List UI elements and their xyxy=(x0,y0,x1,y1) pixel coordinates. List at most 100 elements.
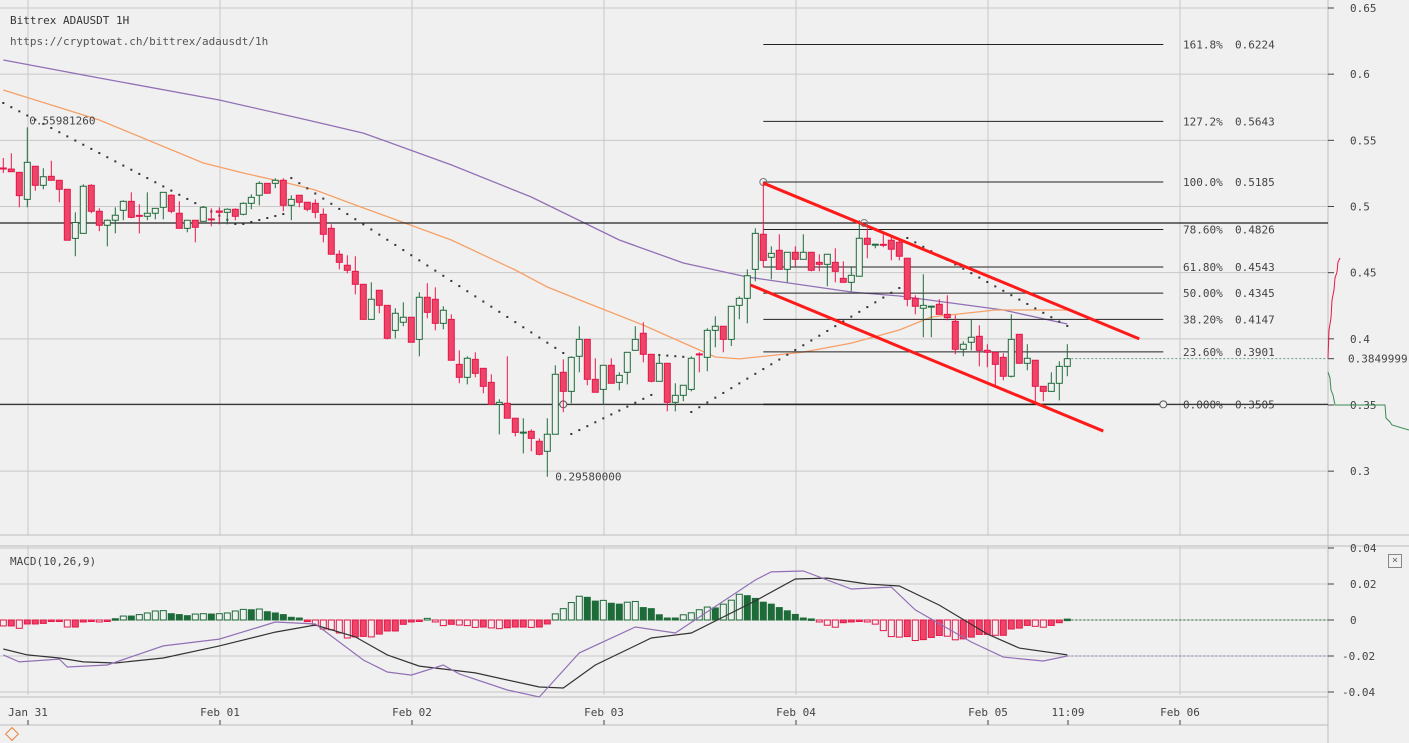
macd-histogram-bar xyxy=(903,619,911,638)
candle xyxy=(975,325,983,367)
macd-histogram-bar xyxy=(839,619,847,624)
sar-dot xyxy=(442,274,445,277)
candle-body xyxy=(311,202,319,213)
sar-dot xyxy=(298,182,301,185)
candle-body xyxy=(255,182,263,196)
candle-body xyxy=(175,212,183,229)
candle-body xyxy=(55,179,63,190)
sar-dot xyxy=(962,267,965,270)
candle xyxy=(567,356,575,404)
sar-dot xyxy=(506,315,509,318)
candle-body xyxy=(935,303,943,315)
trend-channel[interactable] xyxy=(749,181,1140,433)
trend-channel-line[interactable] xyxy=(762,181,1140,341)
macd-histogram-bar xyxy=(887,619,895,638)
sar-dot xyxy=(954,263,957,266)
sar-dot xyxy=(274,215,277,218)
macd-histogram-bar xyxy=(479,619,487,628)
chart-source-url[interactable]: https://cryptowat.ch/bittrex/adausdt/1h xyxy=(10,35,269,48)
time-axis-label: Feb 05 xyxy=(968,706,1008,719)
candle xyxy=(255,181,263,206)
candle xyxy=(575,326,583,373)
candle xyxy=(199,206,207,222)
sar-dot xyxy=(82,143,85,146)
macd-histogram-bar xyxy=(1015,619,1023,629)
candle xyxy=(847,266,855,292)
macd-histogram-bar xyxy=(591,600,599,621)
macd-histogram-bar xyxy=(871,619,879,625)
macd-histogram-bar xyxy=(247,609,255,621)
candle-body xyxy=(455,363,463,378)
candle-body xyxy=(527,430,535,439)
chart-title: Bittrex ADAUSDT 1H xyxy=(10,14,130,27)
candle xyxy=(991,351,999,386)
candle xyxy=(151,207,159,220)
candle-body xyxy=(559,371,567,392)
macd-histogram-bar xyxy=(727,599,735,621)
sar-dot xyxy=(794,349,797,352)
candle xyxy=(287,195,295,221)
candle-body xyxy=(583,338,591,380)
channel-anchor-handle[interactable] xyxy=(860,219,869,228)
candle-body xyxy=(575,338,583,357)
trend-channel-line[interactable] xyxy=(749,283,1104,433)
fibonacci-retracement[interactable]: 161.8% 0.6224 127.2% 0.5643 100.0% 0.5185 78.6… xyxy=(559,39,1275,412)
macd-histogram-bar xyxy=(487,619,495,629)
candle xyxy=(639,322,647,363)
candle xyxy=(687,356,695,392)
macd-histogram-bar xyxy=(119,615,127,621)
sar-dot xyxy=(42,122,45,125)
sar-dot xyxy=(674,355,677,358)
candle-body xyxy=(495,401,503,405)
sar-dot xyxy=(170,189,173,192)
candle-body xyxy=(863,237,871,245)
sar-dot xyxy=(242,222,245,225)
candle-body xyxy=(71,222,79,239)
candle xyxy=(631,326,639,351)
macd-axis-label: -0.02 xyxy=(1342,650,1375,663)
candle-body xyxy=(1063,358,1071,367)
macd-histogram-bar xyxy=(895,619,903,638)
candle xyxy=(23,127,31,208)
macd-axis-label: -0.04 xyxy=(1342,686,1375,699)
ema-slow-line xyxy=(3,59,1068,325)
candle xyxy=(559,359,567,413)
macd-histogram-bar xyxy=(687,612,695,621)
fib-level-value: 0.6224 xyxy=(1235,39,1275,52)
sar-dot xyxy=(50,127,53,130)
candle-body xyxy=(159,191,167,208)
sar-dot xyxy=(578,429,581,432)
fib-anchor-handle[interactable] xyxy=(1159,400,1168,409)
sar-dot xyxy=(682,355,685,358)
sar-dot xyxy=(266,217,269,220)
candle xyxy=(943,295,951,321)
fib-level-value: 0.4147 xyxy=(1235,313,1275,326)
candle-body xyxy=(887,239,895,250)
candle-body xyxy=(95,210,103,226)
sar-dot xyxy=(618,409,621,412)
macd-histogram-bar xyxy=(1023,619,1031,626)
sar-dot xyxy=(154,181,157,184)
candle-body xyxy=(759,233,767,261)
sar-dot xyxy=(834,325,837,328)
sar-dot xyxy=(378,233,381,236)
candle-body xyxy=(1055,365,1063,384)
candle xyxy=(1039,385,1047,402)
price-axis-label: 0.55 xyxy=(1350,134,1377,147)
macd-histogram-bar xyxy=(239,608,247,621)
macd-histogram-bar xyxy=(615,603,623,621)
macd-line xyxy=(3,570,1068,698)
candle xyxy=(511,417,519,437)
fib-level-percent: 50.00% xyxy=(1183,287,1223,300)
macd-histogram-bar xyxy=(671,617,679,621)
candle xyxy=(263,182,271,194)
candle-body xyxy=(439,309,447,324)
sar-dot xyxy=(386,238,389,241)
close-macd-button[interactable]: × xyxy=(1388,554,1402,568)
candle-body xyxy=(407,316,415,343)
macd-histogram-bar xyxy=(279,614,287,621)
sar-dot xyxy=(570,432,573,435)
candle-body xyxy=(351,270,359,285)
candle xyxy=(319,208,327,243)
